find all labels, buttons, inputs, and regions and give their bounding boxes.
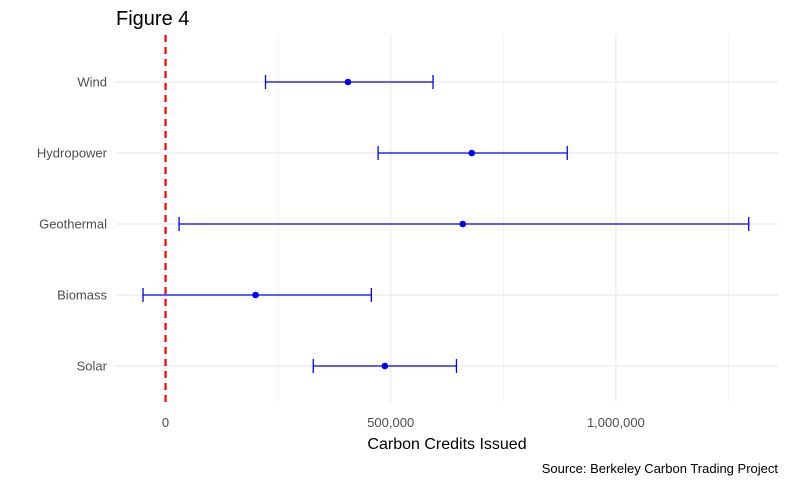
point-estimate-geothermal	[459, 220, 467, 228]
point-estimate-solar	[381, 362, 389, 370]
category-label-biomass: Biomass	[57, 288, 107, 303]
x-tick-label-2: 1,000,000	[587, 415, 645, 430]
category-label-geothermal: Geothermal	[39, 217, 107, 232]
point-estimate-wind	[344, 78, 352, 86]
interval-marks	[142, 75, 750, 373]
x-tick-label-0: 0	[162, 415, 169, 430]
category-label-solar: Solar	[77, 359, 108, 374]
source-caption: Source: Berkeley Carbon Trading Project	[542, 461, 779, 476]
x-axis-title: Carbon Credits Issued	[367, 436, 526, 453]
point-estimate-biomass	[252, 291, 259, 299]
category-labels: Wind Hydropower Geothermal Biomass Solar	[37, 75, 108, 374]
x-tick-labels: 0 500,000 1,000,000	[162, 415, 645, 430]
category-label-hydropower: Hydropower	[37, 146, 108, 161]
x-tick-label-1: 500,000	[367, 415, 414, 430]
point-estimate-hydropower	[468, 149, 476, 157]
category-label-wind: Wind	[77, 75, 107, 90]
minor-gridlines	[277, 35, 729, 402]
major-gridlines	[116, 35, 778, 402]
chart-title: Figure 4	[116, 8, 189, 30]
